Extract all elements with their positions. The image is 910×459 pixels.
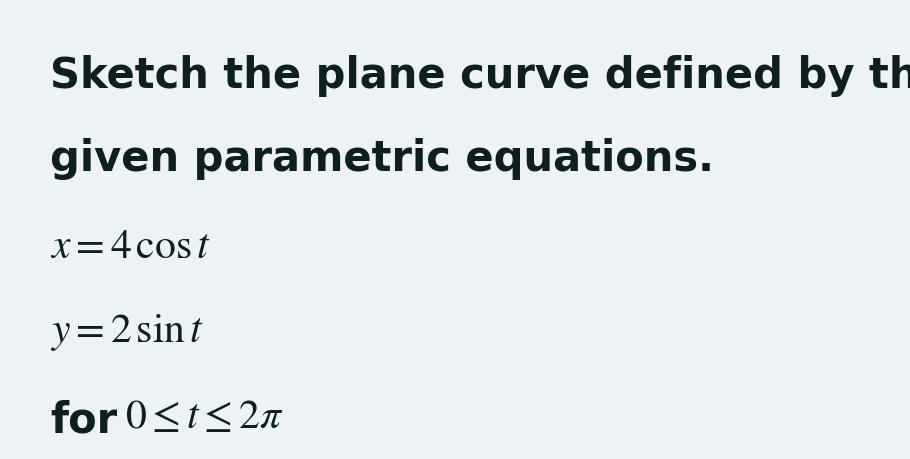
Text: $x = 4\,\cos t$: $x = 4\,\cos t$ [50,230,211,267]
Text: $y = 2\,\sin t$: $y = 2\,\sin t$ [50,312,204,353]
Text: given parametric equations.: given parametric equations. [50,138,714,180]
Text: Sketch the plane curve defined by the: Sketch the plane curve defined by the [50,55,910,97]
Text: $0 \leq t \leq 2\pi$: $0 \leq t \leq 2\pi$ [125,399,283,437]
Text: for: for [50,399,117,442]
